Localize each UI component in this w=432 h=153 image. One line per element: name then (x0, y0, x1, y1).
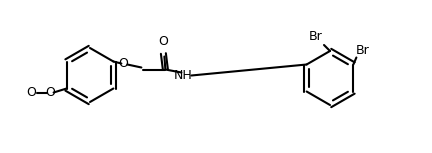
Text: Br: Br (356, 43, 369, 56)
Text: O: O (118, 57, 128, 70)
Text: Br: Br (308, 30, 322, 43)
Text: O: O (27, 86, 37, 99)
Text: O: O (46, 86, 56, 99)
Text: NH: NH (174, 69, 193, 82)
Text: O: O (159, 34, 168, 47)
